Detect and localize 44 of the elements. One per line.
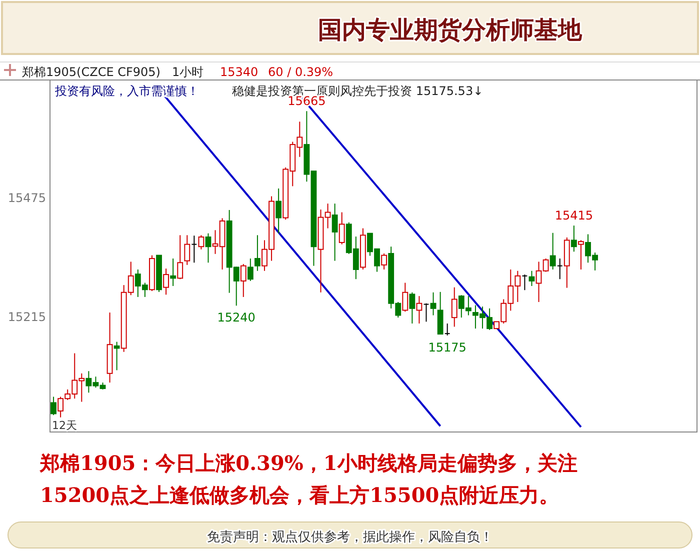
candlestick xyxy=(50,396,56,416)
candlestick xyxy=(416,296,422,324)
candlestick xyxy=(332,203,338,262)
candlestick xyxy=(247,258,254,282)
text: 15340 xyxy=(220,65,258,79)
candlestick xyxy=(114,341,120,371)
candlestick xyxy=(240,264,246,298)
candlestick xyxy=(205,232,212,264)
candlestick xyxy=(170,258,176,286)
candlestick xyxy=(177,234,184,280)
candlestick xyxy=(451,286,458,328)
text: 15200点之上逢低做多机会，看上方15500点附近压力。 xyxy=(40,483,560,507)
annotation: 15415 xyxy=(554,208,594,223)
candlestick xyxy=(522,274,528,291)
text: 郑棉1905(CZCE CF905) xyxy=(22,65,160,79)
candlestick xyxy=(550,232,556,270)
y-tick-label: 15475 xyxy=(8,191,46,206)
candlestick xyxy=(409,292,416,324)
candlestick xyxy=(556,258,563,280)
candlestick xyxy=(570,225,577,252)
candlestick xyxy=(430,292,436,316)
chart-title: 国内专业期货分析师基地 xyxy=(318,15,583,44)
text: 1小时 xyxy=(172,65,204,79)
annotation: 15240 xyxy=(217,310,256,325)
candlestick xyxy=(437,291,444,335)
annotation: 12天 xyxy=(52,419,77,432)
text: 免责声明：观点仅供参考，据此操作，风险自负！ xyxy=(207,530,493,545)
candlestick xyxy=(423,302,430,322)
candlestick xyxy=(381,252,388,270)
candlestick xyxy=(444,323,450,336)
annotation: 15175 xyxy=(428,340,466,354)
candlestick xyxy=(402,282,408,312)
candlestick xyxy=(276,188,282,234)
candlestick xyxy=(578,240,584,270)
candlestick xyxy=(191,235,198,264)
candlestick xyxy=(184,234,190,266)
text: 60 / 0.39% xyxy=(268,65,334,79)
candlestick xyxy=(338,212,345,245)
y-tick-label: 15215 xyxy=(8,310,46,324)
candlestick xyxy=(163,268,169,296)
candlestick xyxy=(254,234,260,272)
candlestick xyxy=(198,234,204,250)
text: 郑棉1905：今日上涨0.39%，1小时线格局走偏势多，关注 xyxy=(39,451,578,475)
candlestick xyxy=(528,270,535,286)
